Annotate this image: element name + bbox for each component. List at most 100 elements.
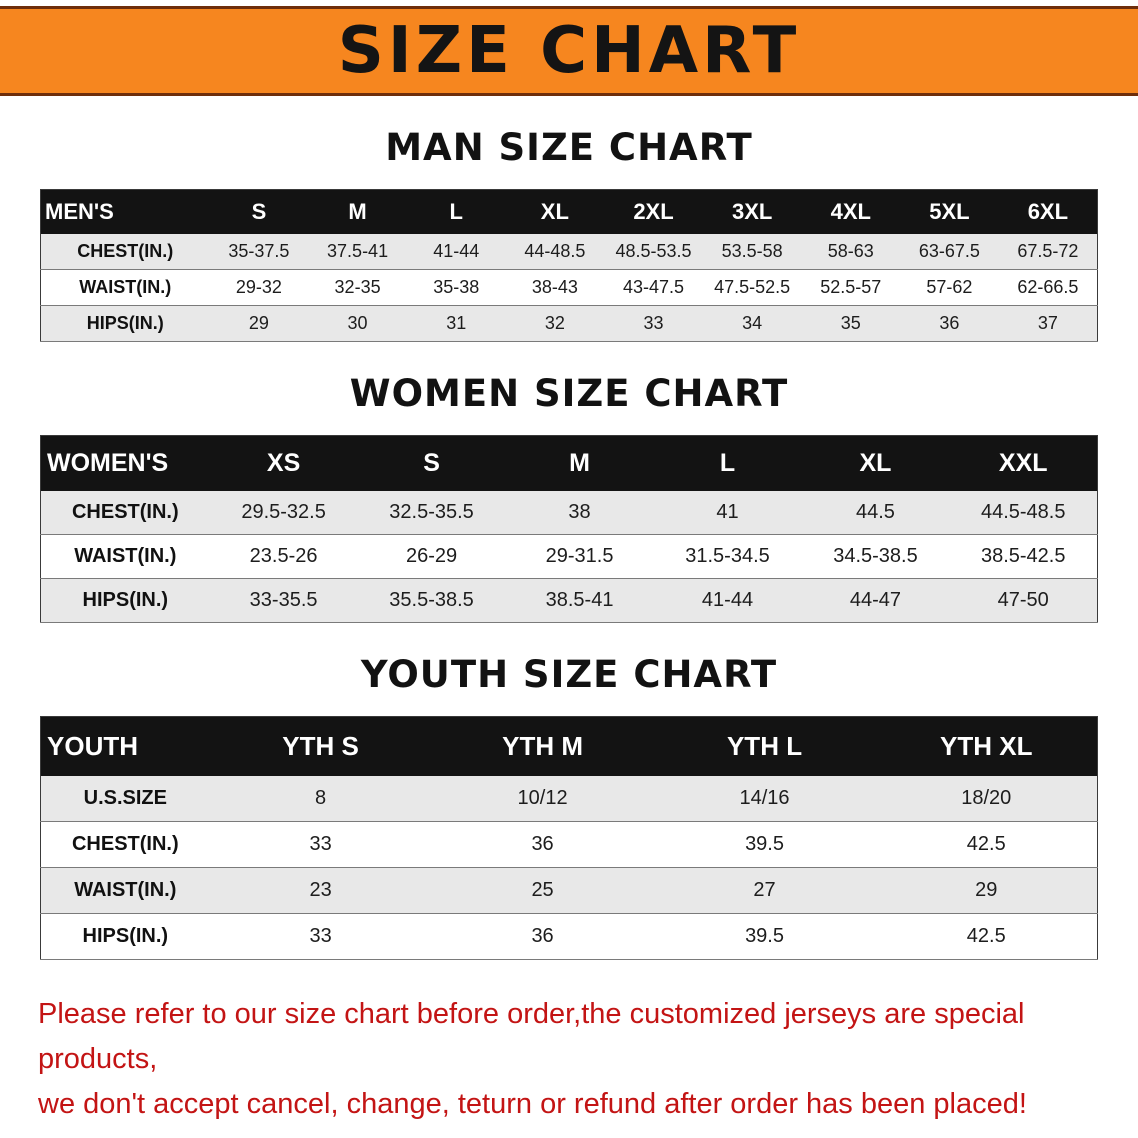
youth-size-table: YOUTH YTH S YTH M YTH L YTH XL U.S.SIZE 8 10/12… [40, 716, 1098, 960]
table-row: HIPS(IN.) 33-35.5 35.5-38.5 38.5-41 41-44 44-… [40, 578, 1098, 623]
size-value-cell: 34 [742, 313, 763, 333]
row-label: HIPS(IN.) [82, 589, 169, 611]
size-value-cell: 37 [1037, 313, 1058, 333]
size-value-cell: 23 [309, 879, 332, 901]
size-value-cell: 42.5 [966, 833, 1006, 855]
size-column-header: M [308, 189, 407, 234]
size-value-cell: 29.5-32.5 [241, 501, 326, 523]
table-row: U.S.SIZE 8 10/12 14/16 18/20 [40, 776, 1098, 822]
size-value-cell: 31.5-34.5 [685, 545, 770, 567]
women-section-heading: WOMEN SIZE CHART [349, 372, 789, 415]
size-column-header: 3XL [702, 189, 802, 234]
size-value-cell: 38 [568, 501, 591, 523]
size-value-cell: 23.5-26 [249, 545, 318, 567]
size-value-cell: 41-44 [701, 589, 754, 611]
size-column-header: XXL [949, 435, 1098, 491]
size-value-cell: 27 [753, 879, 776, 901]
size-value-cell: 14/16 [739, 787, 790, 809]
size-value-cell: 33-35.5 [249, 589, 318, 611]
size-value-cell: 10/12 [517, 787, 568, 809]
size-chart-page: SIZE CHART MAN SIZE CHART MEN'S S M L XL 2XL 3… [0, 6, 1138, 1127]
size-value-cell: 35-37.5 [228, 241, 290, 261]
size-value-cell: 44.5-48.5 [980, 501, 1066, 523]
row-label: CHEST(IN.) [71, 833, 179, 855]
size-value-cell: 33 [309, 925, 332, 947]
size-column-header: XL [801, 435, 950, 491]
size-column-header: XS [209, 435, 358, 491]
size-value-cell: 37.5-41 [327, 241, 389, 261]
size-column-header: 5XL [900, 189, 999, 234]
row-label: WAIST(IN.) [74, 879, 177, 901]
size-column-header: M [505, 435, 654, 491]
size-column-header: YTH XL [875, 716, 1098, 776]
size-value-cell: 42.5 [966, 925, 1006, 947]
size-column-header: L [406, 189, 506, 234]
size-value-cell: 63-67.5 [918, 241, 980, 261]
size-value-cell: 47.5-52.5 [714, 277, 791, 297]
size-value-cell: 52.5-57 [820, 277, 882, 297]
table-header-row: MEN'S S M L XL 2XL 3XL 4XL 5XL 6XL [40, 189, 1098, 234]
size-column-header: L [653, 435, 802, 491]
table-header-row: WOMEN'S XS S M L XL XXL [40, 435, 1098, 491]
banner: SIZE CHART [0, 6, 1138, 96]
table-row: WAIST(IN.) 29-32 32-35 35-38 38-43 43-47.5 47.… [40, 269, 1098, 306]
men-section-heading: MAN SIZE CHART [385, 126, 753, 169]
section-youth: YOUTH SIZE CHART YOUTH YTH S YTH M YTH L YTH… [0, 653, 1138, 960]
size-value-cell: 39.5 [745, 833, 784, 855]
row-label: WAIST(IN.) [74, 545, 177, 567]
size-value-cell: 38.5-42.5 [980, 545, 1066, 567]
size-value-cell: 47-50 [997, 589, 1049, 611]
table-corner-header: MEN'S [40, 189, 210, 234]
size-value-cell: 38-43 [531, 277, 578, 297]
size-value-cell: 31 [446, 313, 467, 333]
size-value-cell: 32 [544, 313, 565, 333]
size-value-cell: 29 [975, 879, 998, 901]
size-value-cell: 32.5-35.5 [389, 501, 474, 523]
notice-line-2: we don't accept cancel, change, teturn o… [38, 1087, 1027, 1120]
table-row: WAIST(IN.) 23 25 27 29 [40, 867, 1098, 914]
table-header-row: YOUTH YTH S YTH M YTH L YTH XL [40, 716, 1098, 776]
size-value-cell: 48.5-53.5 [615, 241, 692, 261]
size-column-header: YTH M [431, 716, 654, 776]
men-size-table: MEN'S S M L XL 2XL 3XL 4XL 5XL 6XL CHEST(IN.) 35-37… [40, 189, 1098, 342]
size-value-cell: 57-62 [926, 277, 973, 297]
size-value-cell: 41-44 [433, 241, 480, 261]
row-label: CHEST(IN.) [71, 501, 179, 523]
size-value-cell: 53.5-58 [721, 241, 783, 261]
women-size-table: WOMEN'S XS S M L XL XXL CHEST(IN.) 29.5-32.5 32.5… [40, 435, 1098, 623]
size-value-cell: 41 [716, 501, 739, 523]
size-value-cell: 18/20 [961, 787, 1012, 809]
size-value-cell: 8 [315, 787, 327, 809]
size-value-cell: 67.5-72 [1017, 241, 1079, 261]
size-column-header: 2XL [604, 189, 703, 234]
size-column-header: S [209, 189, 309, 234]
size-value-cell: 26-29 [405, 545, 458, 567]
size-value-cell: 32-35 [334, 277, 381, 297]
table-row: HIPS(IN.) 33 36 39.5 42.5 [40, 913, 1098, 960]
size-value-cell: 35 [840, 313, 861, 333]
row-label: U.S.SIZE [83, 787, 167, 809]
table-corner-header: YOUTH [40, 716, 210, 776]
size-value-cell: 33 [643, 313, 664, 333]
size-value-cell: 58-63 [827, 241, 874, 261]
size-column-header: XL [505, 189, 605, 234]
table-row: HIPS(IN.) 29 30 31 32 33 34 35 36 37 [40, 305, 1098, 342]
size-value-cell: 44-48.5 [524, 241, 586, 261]
table-row: WAIST(IN.) 23.5-26 26-29 29-31.5 31.5-34.5 34… [40, 534, 1098, 579]
size-value-cell: 38.5-41 [545, 589, 614, 611]
row-label: HIPS(IN.) [82, 925, 169, 947]
size-value-cell: 36 [531, 833, 554, 855]
size-value-cell: 29 [248, 313, 269, 333]
size-value-cell: 34.5-38.5 [833, 545, 918, 567]
size-value-cell: 39.5 [745, 925, 784, 947]
size-value-cell: 33 [309, 833, 332, 855]
size-value-cell: 43-47.5 [622, 277, 685, 297]
size-value-cell: 44-47 [849, 589, 902, 611]
size-value-cell: 25 [531, 879, 554, 901]
size-value-cell: 35-38 [433, 277, 480, 297]
footer-notice: Please refer to our size chart before or… [38, 992, 1100, 1127]
section-men: MAN SIZE CHART MEN'S S M L XL 2XL 3XL 4XL 5XL 6XL… [0, 126, 1138, 342]
size-value-cell: 44.5 [856, 501, 895, 523]
size-column-header: 4XL [801, 189, 901, 234]
youth-section-heading: YOUTH SIZE CHART [360, 653, 778, 696]
